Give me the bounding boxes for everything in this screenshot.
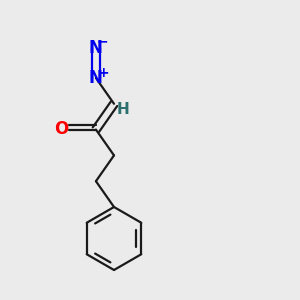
Text: O: O — [54, 120, 68, 138]
Text: H: H — [117, 102, 129, 117]
Text: N: N — [89, 39, 103, 57]
Text: N: N — [89, 69, 103, 87]
Text: +: + — [97, 66, 109, 80]
Text: −: − — [97, 34, 108, 49]
